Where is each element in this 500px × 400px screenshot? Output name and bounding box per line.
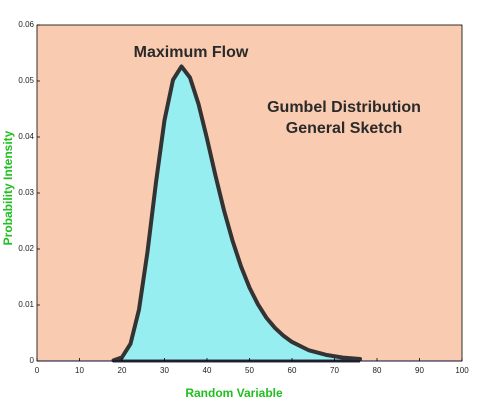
y-tick-label: 0 [30,356,35,365]
curve [111,64,362,363]
x-axis-label: Random Variable [185,386,283,400]
annotation: General Sketch [286,120,403,137]
area [113,66,360,361]
y-tick-label: 0.01 [18,300,34,309]
y-tick-label: 0.03 [18,188,34,197]
x-tick-label: 40 [203,366,212,375]
y-tick-label: 0.04 [18,132,34,141]
annotation: Maximum Flow [134,44,249,61]
y-tick-label: 0.06 [18,20,34,29]
y-tick-label: 0.05 [18,76,34,85]
x-tick-label: 20 [118,366,127,375]
x-tick-label: 50 [245,366,254,375]
y-axis-label: Probability Intensity [1,130,15,245]
x-tick-label: 90 [415,366,424,375]
x-tick-label: 10 [75,366,84,375]
x-tick-label: 30 [160,366,169,375]
x-tick-label: 80 [373,366,382,375]
annotation: Gumbel Distribution [267,99,421,116]
x-tick-label: 0 [35,366,40,375]
x-tick-label: 60 [288,366,297,375]
x-tick-label: 70 [330,366,339,375]
x-tick-label: 100 [455,366,469,375]
y-tick-label: 0.02 [18,244,34,253]
